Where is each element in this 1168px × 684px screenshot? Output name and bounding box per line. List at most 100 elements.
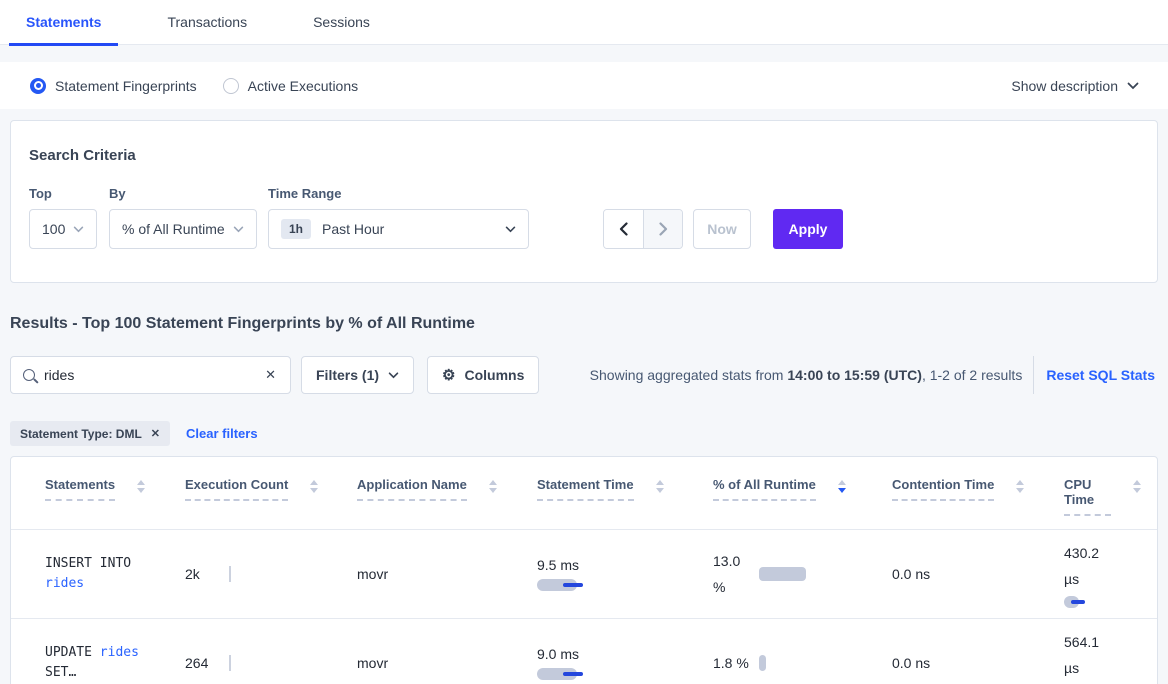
radio-selected-icon: [30, 77, 46, 94]
search-input[interactable]: [44, 367, 264, 383]
bar-stddev: [1071, 600, 1085, 604]
sort-asc-icon: [310, 480, 319, 485]
statement-fingerprint-link[interactable]: rides: [99, 645, 139, 660]
sort-desc-icon: [1016, 488, 1025, 493]
search-icon: [23, 369, 35, 381]
table-body: INSERT INTO rides 2k movr 9.5 ms 13.0 % 0.0 ns…: [11, 530, 1157, 684]
statement-fingerprint-link[interactable]: rides: [45, 576, 85, 591]
radio-unselected-icon: [222, 77, 239, 94]
execution-count-value: 2k: [185, 566, 200, 582]
top-field: Top 100: [29, 186, 97, 249]
tab-sessions[interactable]: Sessions: [313, 14, 370, 30]
sql-activity-tabs: Statements Transactions Sessions: [0, 0, 1168, 46]
statement-cell: UPDATE rides SET…: [45, 633, 185, 684]
sort-icon[interactable]: [1133, 480, 1141, 493]
radio-active-executions[interactable]: Active Executions: [222, 77, 359, 94]
statement-text: INSERT INTO: [45, 556, 132, 571]
by-field: By % of All Runtime: [97, 186, 257, 249]
show-description-toggle[interactable]: Show description: [1011, 78, 1139, 94]
columns-button[interactable]: ⚙ Columns: [427, 356, 540, 394]
caret-left-icon: [619, 222, 628, 236]
bar-stddev: [563, 583, 583, 587]
stats-time-range: 14:00 to 15:59 (UTC): [787, 367, 922, 383]
results-toolbar: ✕ Filters (1) ⚙ Columns Showing aggregat…: [10, 356, 1158, 394]
chevron-down-icon: [233, 226, 244, 232]
table-row: INSERT INTO rides 2k movr 9.5 ms 13.0 % 0.0 ns…: [11, 530, 1157, 619]
sort-asc-icon: [1133, 480, 1141, 485]
bar-mean: [537, 668, 577, 680]
show-description-label: Show description: [1011, 77, 1118, 94]
by-select[interactable]: % of All Runtime: [109, 209, 257, 249]
top-label: Top: [29, 186, 52, 201]
chevron-down-icon: [388, 371, 399, 378]
statement-line: UPDATE rides: [45, 643, 171, 663]
sort-icon[interactable]: [837, 480, 846, 493]
statement-time-bar: [537, 668, 607, 680]
sort-desc-icon: [310, 488, 319, 493]
cpu-time-bar: [1064, 596, 1134, 608]
sort-icon[interactable]: [137, 480, 146, 493]
sort-icon[interactable]: [310, 480, 319, 493]
column-header--of-all-runtime[interactable]: % of All Runtime: [713, 477, 892, 516]
filter-chip-label: Statement Type: DML: [20, 426, 142, 441]
caret-right-icon: [658, 222, 667, 236]
tab-transactions[interactable]: Transactions: [167, 14, 248, 30]
column-header-label: Contention Time: [892, 477, 995, 501]
execution-count-bar: [229, 566, 231, 582]
contention-time-cell: 0.0 ns: [892, 655, 931, 671]
column-header-label: Application Name: [357, 477, 467, 501]
sort-icon[interactable]: [1016, 480, 1025, 493]
sort-icon[interactable]: [655, 480, 664, 493]
radio-label: Statement Fingerprints: [55, 77, 197, 94]
column-header-cpu-time[interactable]: CPU Time: [1064, 477, 1141, 516]
next-time-window-button[interactable]: [643, 210, 682, 248]
application-name-cell: movr: [357, 566, 389, 582]
pct-runtime-cell: 1.8 %: [713, 640, 892, 684]
column-header-execution-count[interactable]: Execution Count: [185, 477, 357, 516]
sort-asc-icon: [137, 480, 146, 485]
search-criteria-title: Search Criteria: [29, 147, 136, 164]
clear-search-icon[interactable]: ✕: [265, 367, 276, 382]
table-header-row: Statements Execution Count Application Nam…: [11, 457, 1157, 530]
pct-runtime-bar: [759, 655, 766, 671]
cpu-time-cell: 430.2 µs: [1064, 530, 1148, 618]
previous-time-window-button[interactable]: [604, 210, 643, 248]
statement-time-value: 9.5 ms: [537, 557, 580, 573]
now-button[interactable]: Now: [693, 209, 751, 249]
apply-button[interactable]: Apply: [773, 209, 843, 249]
gear-icon: ⚙: [442, 366, 456, 384]
time-range-select[interactable]: 1h Past Hour: [268, 209, 529, 249]
application-name-cell: movr: [357, 655, 389, 671]
column-header-contention-time[interactable]: Contention Time: [892, 477, 1064, 516]
column-header-statement-time[interactable]: Statement Time: [537, 477, 713, 516]
filters-button[interactable]: Filters (1): [301, 356, 415, 394]
pct-runtime-cell: 13.0 %: [713, 538, 892, 610]
time-range-badge: 1h: [281, 219, 312, 239]
sort-asc-icon: [837, 480, 846, 485]
search-box: ✕: [10, 356, 291, 394]
clear-filters-link[interactable]: Clear filters: [186, 426, 258, 441]
time-range-label: Time Range: [268, 186, 342, 201]
tab-statements[interactable]: Statements: [9, 14, 119, 46]
column-header-label: Statements: [45, 477, 116, 501]
filter-chip-statement-type[interactable]: Statement Type: DML ✕: [10, 421, 171, 446]
time-range-value: Past Hour: [322, 221, 385, 237]
chevron-down-icon: [505, 226, 516, 232]
statement-cell: INSERT INTO rides: [45, 544, 185, 604]
top-select[interactable]: 100: [29, 209, 97, 249]
statement-line: INSERT INTO: [45, 554, 171, 574]
reset-sql-stats-link[interactable]: Reset SQL Stats: [1046, 367, 1155, 383]
divider: [1033, 356, 1035, 394]
results-heading: Results - Top 100 Statement Fingerprints…: [10, 315, 475, 332]
radio-label: Active Executions: [247, 77, 359, 94]
by-select-value: % of All Runtime: [122, 221, 225, 237]
execution-count-bar: [229, 655, 231, 671]
sort-asc-icon: [1016, 480, 1025, 485]
active-filters-row: Statement Type: DML ✕ Clear filters: [10, 421, 1158, 446]
radio-statement-fingerprints[interactable]: Statement Fingerprints: [30, 77, 197, 94]
statement-text: SET…: [45, 665, 77, 680]
remove-filter-icon[interactable]: ✕: [150, 428, 161, 440]
sort-icon[interactable]: [488, 480, 497, 493]
column-header-application-name[interactable]: Application Name: [357, 477, 537, 516]
column-header-statements[interactable]: Statements: [45, 477, 185, 516]
